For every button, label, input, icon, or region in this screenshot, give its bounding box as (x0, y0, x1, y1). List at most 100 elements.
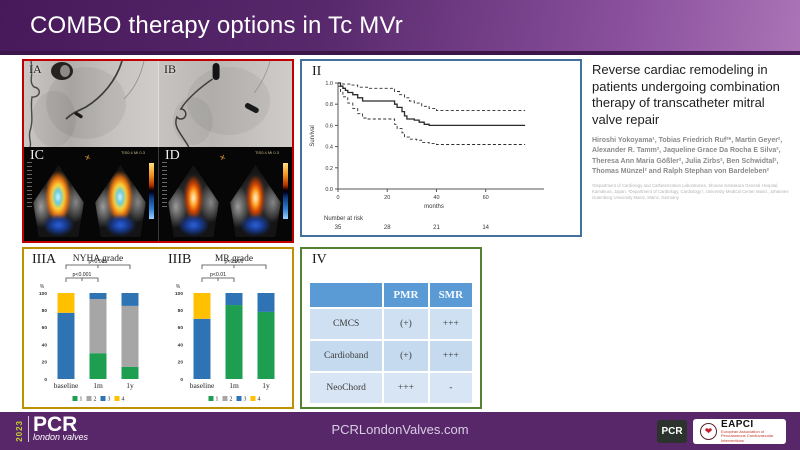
svg-text:100: 100 (175, 291, 183, 297)
paper-reference: Reverse cardiac remodeling in patients u… (592, 62, 794, 201)
fluoroscopy-a-graphic (24, 61, 158, 147)
logo-divider (28, 416, 29, 442)
svg-text:p<0.001: p<0.001 (225, 259, 244, 265)
table-header-pmr: PMR (382, 283, 428, 307)
svg-text:80: 80 (178, 308, 184, 314)
svg-text:0.0: 0.0 (325, 187, 333, 193)
slide-title: COMBO therapy options in Tc MVr (30, 11, 403, 39)
svg-text:60: 60 (42, 325, 48, 331)
eapci-logo-badge: ❤ EAPCI European Association of Percutan… (693, 419, 786, 444)
table-row: NeoChord +++ - (310, 373, 472, 403)
echo-image-d: ID TIS0.4 MI 0.3 + (158, 147, 292, 241)
svg-text:0: 0 (336, 195, 339, 201)
echo-meta-text: TIS0.4 MI 0.3 (254, 150, 279, 155)
svg-text:Survival: Survival (310, 125, 316, 146)
fluoroscopy-image-b: IB (158, 61, 292, 147)
svg-text:1m: 1m (93, 381, 103, 390)
orientation-marker-icon: + (217, 151, 228, 165)
orientation-marker-icon: + (82, 151, 93, 165)
svg-text:14: 14 (482, 225, 489, 231)
device-name: CMCS (310, 309, 383, 339)
svg-text:0.6: 0.6 (325, 123, 333, 129)
label-iv: IV (312, 252, 327, 267)
svg-text:1.0: 1.0 (325, 81, 333, 87)
table-row: Cardioband (+) +++ (310, 341, 472, 371)
svg-text:0: 0 (180, 377, 183, 383)
doppler-jet-blue (178, 213, 209, 236)
table-cell: (+) (382, 309, 428, 339)
paper-authors: Hiroshi Yokoyama¹, Tobias Friedrich Ruf²… (592, 136, 783, 176)
svg-text:baseline: baseline (54, 381, 79, 390)
image-grid: IA IB (24, 61, 292, 241)
echo-sector (168, 165, 219, 237)
svg-text:months: months (424, 204, 444, 210)
table-row: CMCS (+) +++ (310, 309, 472, 339)
doppler-jet-blue (43, 213, 74, 236)
eapci-subtext: European Association of Percutaneous Car… (721, 428, 774, 443)
svg-text:MR grade: MR grade (215, 254, 253, 264)
device-name: Cardioband (310, 341, 383, 371)
svg-text:1y: 1y (262, 381, 270, 390)
table-cell: +++ (427, 341, 472, 371)
svg-text:p<0.01: p<0.01 (210, 272, 226, 278)
table-cell: (+) (382, 341, 428, 371)
svg-text:2: 2 (94, 397, 97, 403)
fluoroscopy-b-graphic (159, 61, 292, 147)
footer-logos: PCR ❤ EAPCI European Association of Perc… (657, 419, 786, 444)
svg-text:p<0.001: p<0.001 (73, 272, 92, 278)
figure-panel-images: IA IB (22, 59, 294, 243)
doppler-jet (45, 170, 71, 223)
svg-text:40: 40 (433, 195, 439, 201)
svg-text:1m: 1m (229, 381, 239, 390)
table-cell: - (427, 373, 472, 403)
svg-text:%: % (40, 284, 45, 290)
label-ia: IA (29, 62, 42, 76)
svg-text:40: 40 (178, 342, 184, 348)
paper-title: Reverse cardiac remodeling in patients u… (592, 62, 780, 127)
svg-text:28: 28 (384, 225, 391, 231)
echo-settings-column (162, 162, 167, 208)
pcr-london-valves-logo: 2023 PCR london valves (15, 414, 88, 442)
echo-settings-column (27, 162, 32, 208)
svg-text:Number at risk: Number at risk (324, 216, 364, 222)
label-ic: IC (30, 148, 44, 163)
echo-image-c: IC TIS0.4 MI 0.3 + (24, 147, 158, 241)
doppler-colorbar (149, 163, 154, 219)
echo-sector (95, 165, 146, 237)
slide-header: COMBO therapy options in Tc MVr (0, 0, 800, 55)
doppler-colorbar (283, 163, 288, 219)
svg-text:2: 2 (230, 397, 233, 403)
svg-text:baseline: baseline (190, 381, 215, 390)
eapci-heart-icon: ❤ (700, 423, 717, 440)
svg-text:80: 80 (42, 308, 48, 314)
doppler-jet-blue (240, 213, 271, 236)
svg-text:20: 20 (178, 360, 184, 366)
svg-text:35: 35 (335, 225, 342, 231)
svg-text:NYHA grade: NYHA grade (73, 254, 123, 264)
label-id: ID (165, 148, 180, 163)
svg-text:20: 20 (384, 195, 390, 201)
table-header-smr: SMR (427, 283, 472, 307)
table-cell: +++ (382, 373, 428, 403)
label-ii: II (312, 64, 322, 79)
website-text: PCRLondonValves.com (331, 422, 469, 437)
km-survival-chart: 0.0 0.2 0.4 0.6 0.8 1.0 0 20 40 60 months Survival N… (306, 75, 558, 238)
fluoroscopy-image-a: IA (24, 61, 158, 147)
doppler-jet (107, 170, 133, 223)
svg-text:1: 1 (216, 397, 219, 403)
eapci-text: EAPCI (721, 418, 754, 430)
echo-sector (33, 165, 84, 237)
table-cell: +++ (427, 309, 472, 339)
figure-panel-grades: IIIA NYHA grade% 0 20 40 60 80 100 baseline 1m 1y… (22, 247, 294, 409)
figure-panel-survival: II 0.0 0.2 0.4 0.6 0.8 1.0 0 20 40 60 months Surviv… (300, 59, 582, 237)
echo-meta-text: TIS0.4 MI 0.3 (120, 150, 145, 155)
svg-text:0.4: 0.4 (325, 145, 333, 151)
doppler-jet-blue (105, 213, 136, 236)
svg-text:100: 100 (39, 291, 47, 297)
nyha-grade-chart: IIIA NYHA grade% 0 20 40 60 80 100 baseline 1m 1y… (26, 251, 156, 407)
echo-sector (230, 165, 281, 237)
svg-text:0.8: 0.8 (325, 102, 333, 108)
device-name: NeoChord (310, 373, 383, 403)
table-header-blank (310, 283, 383, 307)
